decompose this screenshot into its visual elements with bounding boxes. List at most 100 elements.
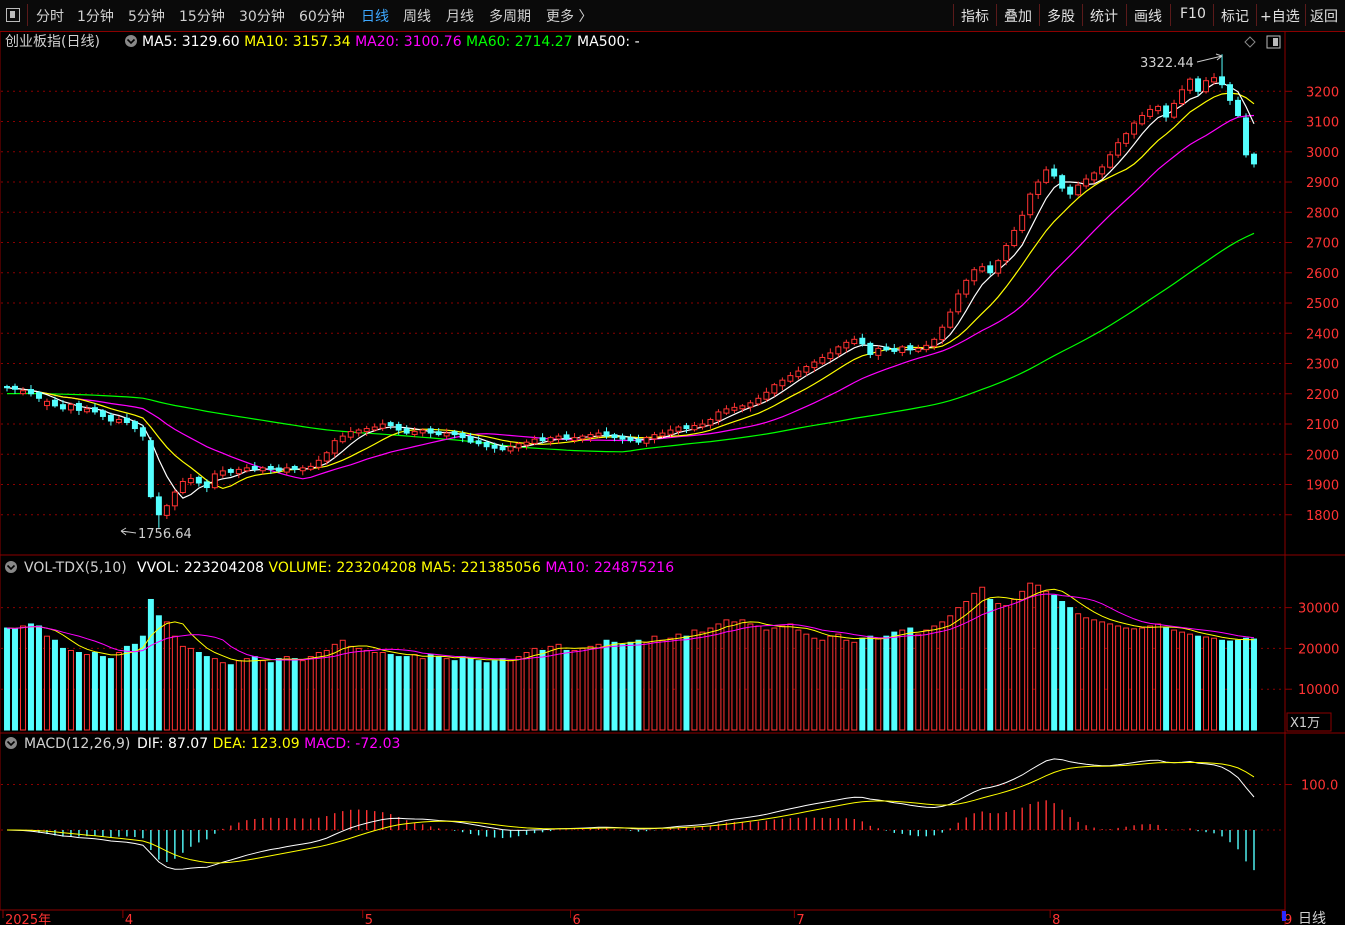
tab-60min[interactable]: 60分钟 xyxy=(299,9,345,25)
candle-up xyxy=(651,434,658,440)
candle-up xyxy=(163,505,170,516)
volume-bar-up xyxy=(355,647,362,731)
candle-down xyxy=(603,431,610,437)
indicator-button[interactable]: 指标 xyxy=(961,9,989,25)
volume-bar-down xyxy=(563,649,570,731)
tab-30min[interactable]: 30分钟 xyxy=(239,9,285,25)
tab-weekly[interactable]: 周线 xyxy=(403,9,431,25)
tab-monthly[interactable]: 月线 xyxy=(446,9,474,25)
vol-collapse-icon[interactable] xyxy=(5,561,17,573)
tab-15min[interactable]: 15分钟 xyxy=(179,9,225,25)
price-tick-label: 2600 xyxy=(1306,267,1339,282)
candle-down xyxy=(275,467,282,472)
tab-1min[interactable]: 1分钟 xyxy=(77,9,114,25)
overlay-button[interactable]: 叠加 xyxy=(1004,9,1032,25)
collapse-icon[interactable] xyxy=(125,35,137,47)
volume-bar-down xyxy=(483,662,490,731)
volume-bar-down xyxy=(491,660,498,731)
candle-down xyxy=(1243,117,1249,156)
vol-panel-title: VOL-TDX(5,10) xyxy=(24,560,127,576)
volume-bar-up xyxy=(1203,636,1210,731)
vol-ma5-series xyxy=(6,588,1255,662)
tab-5min[interactable]: 5分钟 xyxy=(128,9,165,25)
volume-bar-up xyxy=(723,619,730,731)
candle-up xyxy=(571,437,578,441)
volume-bar-up xyxy=(219,662,226,731)
candle-down xyxy=(635,438,642,443)
price-axis-ticks: 1800 1900 2000 2100 2200 2300 2400 2500 2600 2700… xyxy=(1285,85,1339,794)
candle-down xyxy=(1227,84,1233,101)
tab-multi-period[interactable]: 多周期 xyxy=(489,9,531,25)
volume-bar-up xyxy=(163,621,170,731)
candle-up xyxy=(811,361,818,369)
macd-tick-label: 100.0 xyxy=(1301,779,1338,794)
tab-daily[interactable]: 日线 xyxy=(361,9,389,25)
volume-bar-up xyxy=(1003,605,1010,731)
volume-bar-up xyxy=(235,660,242,731)
candle-down xyxy=(539,437,546,442)
main-ma-legend: MA5: 3129.60 MA10: 3157.34 MA20: 3100.76… xyxy=(142,34,640,50)
volume-bar-up xyxy=(971,592,978,731)
volume-bar-down xyxy=(155,615,162,731)
volume-bar-down xyxy=(891,631,898,731)
draw-line-button[interactable]: 画线 xyxy=(1134,9,1162,25)
candle-down xyxy=(395,423,402,431)
volume-bar-down xyxy=(619,643,626,731)
back-button[interactable]: 返回 xyxy=(1310,9,1338,25)
candle-up xyxy=(707,418,714,426)
volume-bar-down xyxy=(203,656,210,731)
volume-bar-down xyxy=(251,656,258,731)
legend-label: DEA: xyxy=(213,736,251,752)
tab-more[interactable]: 更多 〉 xyxy=(546,9,593,25)
ma60-series xyxy=(7,232,1255,453)
volume-bar-down xyxy=(59,647,66,731)
volume-bar-up xyxy=(659,639,666,731)
candle-up xyxy=(1147,108,1154,117)
candle-down xyxy=(1195,78,1202,92)
legend-label: MA10: xyxy=(545,560,594,576)
volume-bars xyxy=(4,582,1257,731)
candle-up xyxy=(723,408,730,414)
price-tick-label: 2100 xyxy=(1306,418,1339,433)
candle-up xyxy=(547,437,554,443)
candle-down xyxy=(459,432,466,439)
toolbar-divider xyxy=(1126,4,1127,26)
add-watchlist-button[interactable]: +自选 xyxy=(1260,9,1300,25)
price-tick-label: 2500 xyxy=(1306,297,1339,312)
candle-up xyxy=(699,423,706,428)
volume-bar-up xyxy=(179,645,186,731)
mark-button[interactable]: 标记 xyxy=(1221,9,1249,25)
f10-button[interactable]: F10 xyxy=(1180,6,1206,22)
volume-bar-up xyxy=(819,639,826,731)
ma10-series xyxy=(6,92,1255,490)
candle-up xyxy=(555,435,562,440)
statistics-button[interactable]: 统计 xyxy=(1090,9,1118,25)
candle-up xyxy=(1187,78,1194,91)
legend-label: MA10: xyxy=(244,34,293,50)
vol-tick-label: 20000 xyxy=(1298,642,1339,657)
volume-bar-up xyxy=(939,621,946,731)
volume-bar-up xyxy=(443,658,450,731)
volume-bar-up xyxy=(763,629,770,731)
candle-up xyxy=(963,279,970,295)
volume-bar-up xyxy=(299,660,306,731)
volume-bar-down xyxy=(467,658,474,731)
diamond-icon[interactable] xyxy=(1244,36,1256,48)
candle-up xyxy=(1091,172,1098,181)
tab-fenshi[interactable]: 分时 xyxy=(36,9,64,25)
candle-up xyxy=(787,375,794,382)
candle-down xyxy=(475,440,482,445)
candle-up xyxy=(643,437,650,444)
candle-up xyxy=(667,429,674,435)
candle-up xyxy=(1083,178,1090,187)
volume-bar-down xyxy=(867,635,874,731)
multi-stock-button[interactable]: 多股 xyxy=(1047,9,1075,25)
layout-icon[interactable] xyxy=(6,8,20,22)
macd-collapse-icon[interactable] xyxy=(5,737,17,749)
candle-down xyxy=(859,337,866,345)
candle-up xyxy=(1155,105,1162,112)
price-tick-label: 3000 xyxy=(1306,146,1339,161)
price-tick-label: 2200 xyxy=(1306,388,1339,403)
panel-toggle-icon[interactable] xyxy=(1266,35,1281,49)
